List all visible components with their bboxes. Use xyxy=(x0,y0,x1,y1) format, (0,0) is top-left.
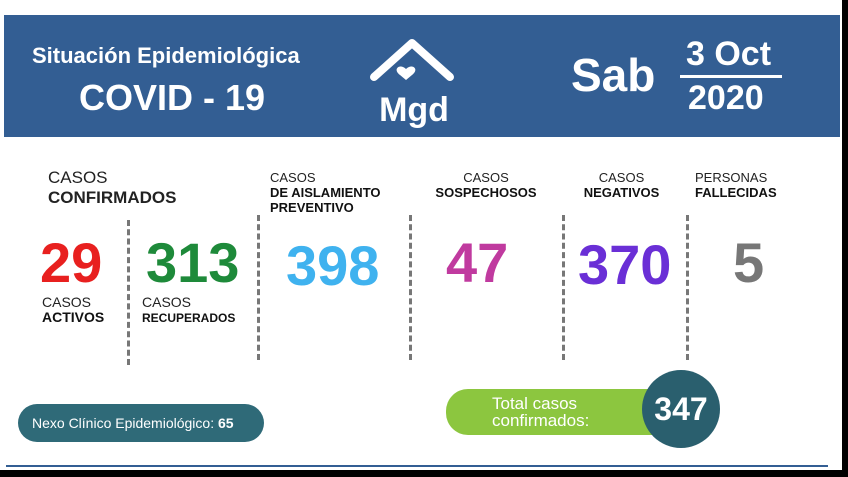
total-pill: Total casos confirmados: xyxy=(446,389,676,435)
label-line: RECUPERADOS xyxy=(142,311,236,325)
logo-heart xyxy=(396,66,416,80)
label-line: PERSONAS xyxy=(695,170,768,185)
bottom-rule xyxy=(6,465,828,467)
stat-label: CASOS NEGATIVOS xyxy=(574,170,669,200)
logo: Mgd xyxy=(370,39,454,129)
separator xyxy=(562,215,565,360)
infographic: Situación Epidemiológica COVID - 19 Mgd … xyxy=(0,0,842,470)
year: 2020 xyxy=(688,79,764,117)
confirmed-label: CASOS CONFIRMADOS xyxy=(48,168,176,208)
stat-label: PERSONAS FALLECIDAS xyxy=(695,170,777,200)
date: 3 Oct xyxy=(686,35,772,73)
total-label-line: confirmados: xyxy=(492,411,590,430)
label-line: DE AISLAMIENTO xyxy=(270,185,381,200)
label-line: SOSPECHOSOS xyxy=(435,185,537,200)
label-line: PREVENTIVO xyxy=(270,200,354,215)
label-line: ACTIVOS xyxy=(42,309,105,325)
label-line: CASOS xyxy=(142,294,192,310)
stat-value: 398 xyxy=(286,234,380,297)
logo-roof xyxy=(370,39,454,81)
stat-value: 5 xyxy=(733,231,765,294)
title-line-1: Situación Epidemiológica xyxy=(32,43,300,68)
separator xyxy=(686,215,689,360)
stat-value: 47 xyxy=(446,231,509,294)
separator xyxy=(257,215,260,360)
nexo-label: Nexo Clínico Epidemiológico: xyxy=(32,415,215,431)
label-line: NEGATIVOS xyxy=(583,185,660,200)
label-line: CASOS xyxy=(598,170,645,185)
nexo-pill: Nexo Clínico Epidemiológico: 65 xyxy=(18,404,264,442)
nexo-value: 65 xyxy=(217,415,234,431)
label-line: CONFIRMADOS xyxy=(48,188,177,207)
stat-value: 313 xyxy=(146,231,240,294)
label-line: CASOS xyxy=(48,168,108,187)
label-line: FALLECIDAS xyxy=(695,185,777,200)
title-line-2: COVID - 19 xyxy=(79,77,266,118)
separator xyxy=(127,220,130,365)
separator xyxy=(409,215,412,360)
stat-label: CASOS SOSPECHOSOS xyxy=(426,170,546,200)
stat-label: CASOS RECUPERADOS xyxy=(142,295,235,326)
stat-value: 370 xyxy=(578,233,672,296)
stat-label: CASOS ACTIVOS xyxy=(42,295,104,325)
label-line: CASOS xyxy=(463,170,509,185)
weekday: Sab xyxy=(571,49,656,101)
stat-value: 29 xyxy=(40,231,103,294)
total-value: 347 xyxy=(642,370,720,448)
header-band: Situación Epidemiológica COVID - 19 Mgd … xyxy=(4,15,840,137)
date-divider xyxy=(680,75,782,78)
total-label-line: Total casos xyxy=(492,394,578,413)
logo-text: Mgd xyxy=(379,91,449,129)
stat-label: CASOS DE AISLAMIENTO PREVENTIVO xyxy=(270,170,381,215)
label-line: CASOS xyxy=(42,294,92,310)
label-line: CASOS xyxy=(270,170,316,185)
